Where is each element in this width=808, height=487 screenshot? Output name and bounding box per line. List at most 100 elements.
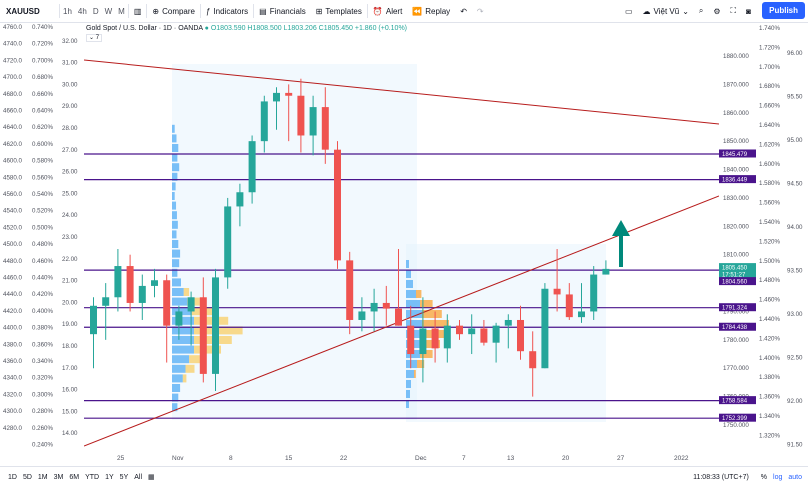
volume-profile-bar xyxy=(172,384,181,392)
undo-button[interactable]: ↶ xyxy=(455,0,472,22)
price-tag: 1752.399 xyxy=(719,413,756,422)
candle-body xyxy=(321,107,329,150)
candle-body xyxy=(382,302,390,309)
candle-body xyxy=(224,206,232,278)
snapshot-button[interactable]: ◙ xyxy=(741,0,756,22)
search-button[interactable]: ⌕ xyxy=(694,0,708,22)
timeframe-w[interactable]: W xyxy=(104,6,113,16)
left-axis-tick-label: 18.00 xyxy=(62,343,78,350)
price-tag: 1805.450 xyxy=(719,263,756,272)
volume-profile-bar xyxy=(406,290,416,298)
timeframe-d[interactable]: D xyxy=(92,6,99,16)
range-5y[interactable]: 5Y xyxy=(119,473,129,481)
left-axis-tick-label: 0.240% xyxy=(32,442,53,449)
templates-button[interactable]: ⊞ Templates xyxy=(311,0,367,22)
volume-profile-bar xyxy=(406,400,409,408)
left-axis-tick-label: 4740.0 xyxy=(3,41,22,48)
timeframe-1h[interactable]: 1h xyxy=(63,6,72,16)
volume-profile-bar xyxy=(172,268,178,277)
index-tick-label: 93.00 xyxy=(787,311,803,318)
candle-body xyxy=(163,280,171,326)
left-axis-tick-label: 21.00 xyxy=(62,278,78,285)
collapse-legend-button[interactable]: ⌄ 7 xyxy=(86,34,103,42)
financials-button[interactable]: ▤ Financials xyxy=(254,0,311,22)
goto-date-button[interactable]: ▦ xyxy=(145,473,158,481)
left-axis-tick-label: 0.360% xyxy=(32,341,53,348)
publish-button[interactable]: Publish xyxy=(762,2,805,19)
range-1d[interactable]: 1D xyxy=(8,473,17,481)
price-chart[interactable] xyxy=(83,22,720,456)
gear-icon: ⚙ xyxy=(713,6,721,16)
candle-body xyxy=(541,288,549,369)
top-toolbar: XAUUSD 1h 4h D W M ▥ ⊕ Compare ƒ Indicat… xyxy=(0,0,808,23)
price-tag-box xyxy=(719,270,756,279)
percent-tick-label: 1.660% xyxy=(759,103,780,110)
left-axis-tick-label: 4580.0 xyxy=(3,174,22,181)
financials-label: Financials xyxy=(269,6,306,16)
time-axis-label: 25 xyxy=(117,455,125,462)
alert-button[interactable]: ⏰ Alert xyxy=(368,0,407,22)
auto-toggle[interactable]: auto xyxy=(788,473,802,481)
left-axis-tick-label: 19.00 xyxy=(62,321,78,328)
percent-tick-label: 1.340% xyxy=(759,413,780,420)
range-ytd[interactable]: YTD xyxy=(85,473,100,481)
candle-body xyxy=(553,288,561,295)
chart-type-button[interactable]: ▥ xyxy=(129,0,147,22)
percent-tick-label: 1.740% xyxy=(759,25,780,32)
left-axis-tick-label: 0.660% xyxy=(32,91,53,98)
timeframe-4h[interactable]: 4h xyxy=(77,6,87,16)
left-axis-tick-label: 4660.0 xyxy=(3,108,22,115)
time-axis-labels: 25 Nov 8 15 22 Dec 7 13 20 27 2022 xyxy=(117,455,689,462)
clock[interactable]: 11:08:33 (UTC+7) xyxy=(693,473,749,481)
range-1y[interactable]: 1Y xyxy=(105,473,114,481)
range-3m[interactable]: 3M xyxy=(53,473,64,481)
price-tag-box xyxy=(719,149,756,158)
divider xyxy=(59,4,60,18)
right-axis-scales[interactable]: 1880.000 1870.000 1860.000 1850.000 1840.000… xyxy=(719,22,808,456)
volume-profile-bar xyxy=(172,288,184,296)
candle-body xyxy=(504,319,512,326)
redo-button[interactable]: ↷ xyxy=(472,0,489,22)
price-tag-box xyxy=(719,303,756,312)
range-6m[interactable]: 6M xyxy=(69,473,80,481)
time-axis[interactable]: 25 Nov 8 15 22 Dec 7 13 20 27 2022 xyxy=(84,450,719,464)
price-tag: 1791.324 xyxy=(719,303,756,312)
left-axis-tick-label: 0.540% xyxy=(32,191,53,198)
layout-button[interactable]: ▭ xyxy=(620,0,638,22)
time-axis-label: 2022 xyxy=(674,455,689,462)
range-1m[interactable]: 1M xyxy=(37,473,48,481)
arrow-up-icon xyxy=(612,220,630,267)
percent-toggle[interactable]: % xyxy=(760,473,768,481)
percent-tick-label: 1.540% xyxy=(759,219,780,226)
left-axis-tick-label: 0.400% xyxy=(32,308,53,315)
search-icon: ⌕ xyxy=(698,6,704,15)
candle-body xyxy=(236,192,244,207)
indicators-button[interactable]: ƒ Indicators xyxy=(201,0,253,22)
volume-profile-bar xyxy=(172,316,194,325)
candle-body xyxy=(419,328,427,355)
volume-profile-bar xyxy=(172,192,175,200)
time-axis-label: 15 xyxy=(285,455,293,462)
log-toggle[interactable]: log xyxy=(773,473,783,481)
volume-profile-bar xyxy=(172,364,186,373)
percent-tick-label: 1.360% xyxy=(759,394,780,401)
symbol-search[interactable]: XAUUSD xyxy=(6,6,40,16)
time-axis-label: 13 xyxy=(507,455,515,462)
settings-button[interactable]: ⚙ xyxy=(708,0,725,22)
fullscreen-button[interactable]: ⛶ xyxy=(726,0,742,22)
range-5d[interactable]: 5D xyxy=(22,473,32,481)
right-price-axes[interactable]: 1880.000 1870.000 1860.000 1850.000 1840.000… xyxy=(719,22,808,456)
chart-pane[interactable] xyxy=(83,22,720,456)
index-tick-label: 92.00 xyxy=(787,398,803,405)
range-all[interactable]: All xyxy=(134,473,143,481)
volume-profile-bar xyxy=(172,403,178,412)
candle-body xyxy=(248,141,256,193)
compare-button[interactable]: ⊕ Compare xyxy=(147,0,200,22)
volume-profile-bar xyxy=(172,278,181,287)
left-axis-tick-label: 20.00 xyxy=(62,299,78,306)
replay-button[interactable]: ⏪ Replay xyxy=(407,0,455,22)
price-tag-label: 1758.584 xyxy=(722,399,748,405)
chevron-down-icon: ⌄ xyxy=(682,6,689,16)
timeframe-m[interactable]: M xyxy=(118,6,125,16)
cloud-save-button[interactable]: ☁ Việt Vũ ⌄ xyxy=(638,0,694,22)
